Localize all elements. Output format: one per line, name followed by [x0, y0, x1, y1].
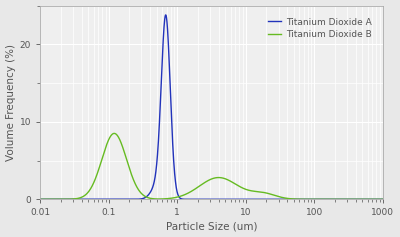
- Titanium Dioxide B: [337, 198, 342, 201]
- Legend: Titanium Dioxide A, Titanium Dioxide B: Titanium Dioxide A, Titanium Dioxide B: [264, 14, 375, 43]
- Titanium Dioxide B: [380, 198, 385, 201]
- Titanium Dioxide B: [169, 197, 174, 200]
- Titanium Dioxide A: [374, 198, 379, 201]
- X-axis label: Particle Size (um): Particle Size (um): [166, 221, 257, 232]
- Titanium Dioxide A: [337, 198, 342, 201]
- Titanium Dioxide A: [184, 198, 189, 201]
- Titanium Dioxide A: [97, 198, 102, 201]
- Line: Titanium Dioxide B: Titanium Dioxide B: [40, 133, 383, 199]
- Titanium Dioxide B: [97, 165, 102, 168]
- Titanium Dioxide B: [374, 198, 379, 201]
- Line: Titanium Dioxide A: Titanium Dioxide A: [40, 15, 383, 199]
- Titanium Dioxide B: [184, 192, 189, 195]
- Titanium Dioxide A: [38, 198, 43, 201]
- Titanium Dioxide A: [380, 198, 385, 201]
- Titanium Dioxide A: [169, 123, 174, 126]
- Titanium Dioxide A: [163, 14, 168, 16]
- Titanium Dioxide B: [77, 197, 82, 200]
- Y-axis label: Volume Frequency (%): Volume Frequency (%): [6, 44, 16, 161]
- Titanium Dioxide B: [38, 198, 43, 201]
- Titanium Dioxide A: [77, 198, 82, 201]
- Titanium Dioxide B: [112, 132, 116, 135]
